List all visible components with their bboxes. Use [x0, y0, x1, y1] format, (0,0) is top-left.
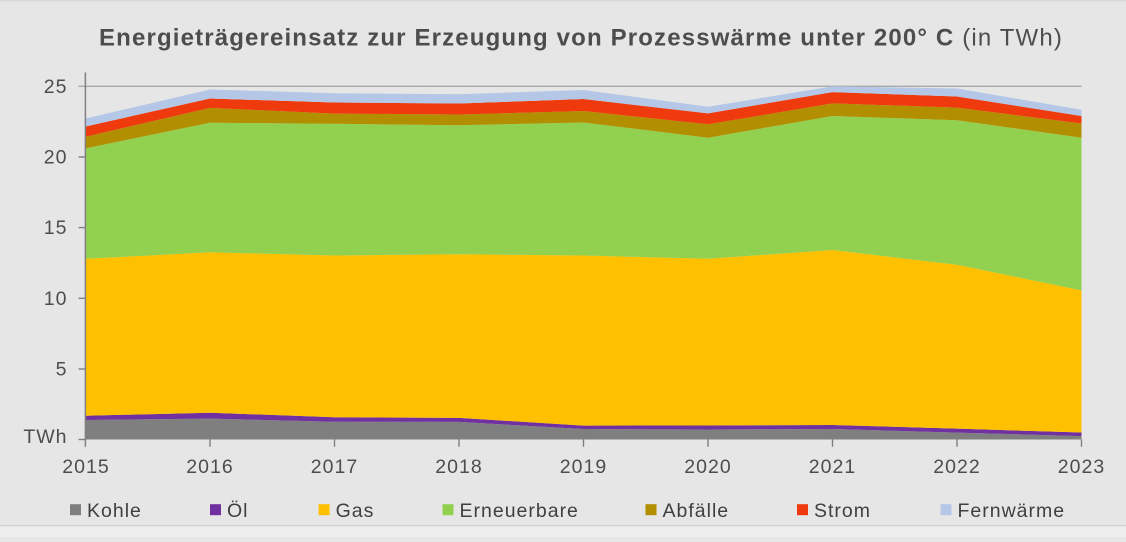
svg-text:Strom: Strom [814, 500, 871, 522]
svg-text:TWh: TWh [23, 426, 67, 448]
svg-text:2018: 2018 [435, 456, 482, 478]
svg-text:2022: 2022 [933, 456, 980, 478]
svg-text:2017: 2017 [311, 456, 358, 478]
svg-text:15: 15 [44, 217, 68, 239]
svg-text:2015: 2015 [62, 456, 109, 478]
svg-text:Abfälle: Abfälle [663, 500, 730, 522]
svg-text:Kohle: Kohle [87, 500, 142, 522]
svg-text:5: 5 [56, 359, 68, 381]
svg-text:2020: 2020 [684, 456, 731, 478]
svg-text:Gas: Gas [336, 500, 375, 522]
svg-text:2023: 2023 [1058, 456, 1105, 478]
svg-text:2019: 2019 [560, 456, 607, 478]
svg-text:Erneuerbare: Erneuerbare [460, 500, 579, 522]
svg-text:Energieträgereinsatz zur Erzeu: Energieträgereinsatz zur Erzeugung von P… [99, 25, 1063, 52]
svg-text:2016: 2016 [186, 456, 233, 478]
svg-text:Fernwärme: Fernwärme [958, 500, 1066, 522]
svg-text:Öl: Öl [227, 500, 249, 522]
svg-text:25: 25 [44, 76, 68, 98]
svg-text:2021: 2021 [809, 456, 856, 478]
svg-text:20: 20 [44, 147, 68, 169]
svg-text:10: 10 [44, 288, 68, 310]
